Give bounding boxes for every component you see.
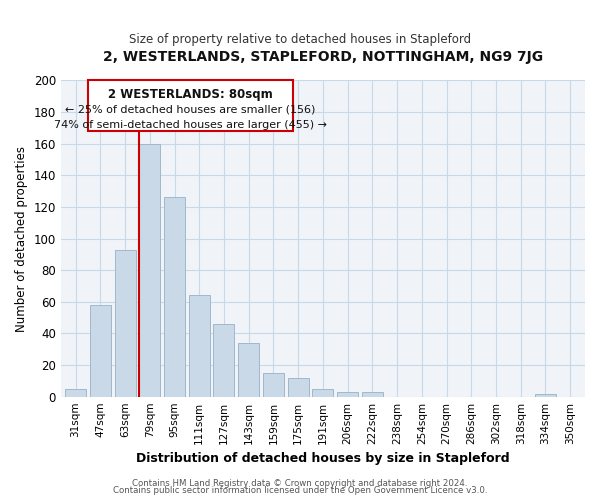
- Text: Contains HM Land Registry data © Crown copyright and database right 2024.: Contains HM Land Registry data © Crown c…: [132, 478, 468, 488]
- FancyBboxPatch shape: [88, 80, 293, 131]
- X-axis label: Distribution of detached houses by size in Stapleford: Distribution of detached houses by size …: [136, 452, 510, 465]
- Title: 2, WESTERLANDS, STAPLEFORD, NOTTINGHAM, NG9 7JG: 2, WESTERLANDS, STAPLEFORD, NOTTINGHAM, …: [103, 50, 543, 64]
- Bar: [214, 324, 235, 396]
- Text: Contains public sector information licensed under the Open Government Licence v3: Contains public sector information licen…: [113, 486, 487, 495]
- Bar: [189, 296, 210, 396]
- Text: Size of property relative to detached houses in Stapleford: Size of property relative to detached ho…: [129, 32, 471, 46]
- Bar: [535, 394, 556, 396]
- Bar: [90, 305, 111, 396]
- Bar: [362, 392, 383, 396]
- Text: ← 25% of detached houses are smaller (156): ← 25% of detached houses are smaller (15…: [65, 104, 316, 114]
- Bar: [313, 389, 334, 396]
- Bar: [238, 343, 259, 396]
- Bar: [164, 198, 185, 396]
- Y-axis label: Number of detached properties: Number of detached properties: [15, 146, 28, 332]
- Bar: [139, 144, 160, 396]
- Bar: [65, 389, 86, 396]
- Text: 2 WESTERLANDS: 80sqm: 2 WESTERLANDS: 80sqm: [108, 88, 273, 102]
- Bar: [287, 378, 308, 396]
- Bar: [263, 373, 284, 396]
- Bar: [115, 250, 136, 396]
- Bar: [337, 392, 358, 396]
- Text: 74% of semi-detached houses are larger (455) →: 74% of semi-detached houses are larger (…: [54, 120, 327, 130]
